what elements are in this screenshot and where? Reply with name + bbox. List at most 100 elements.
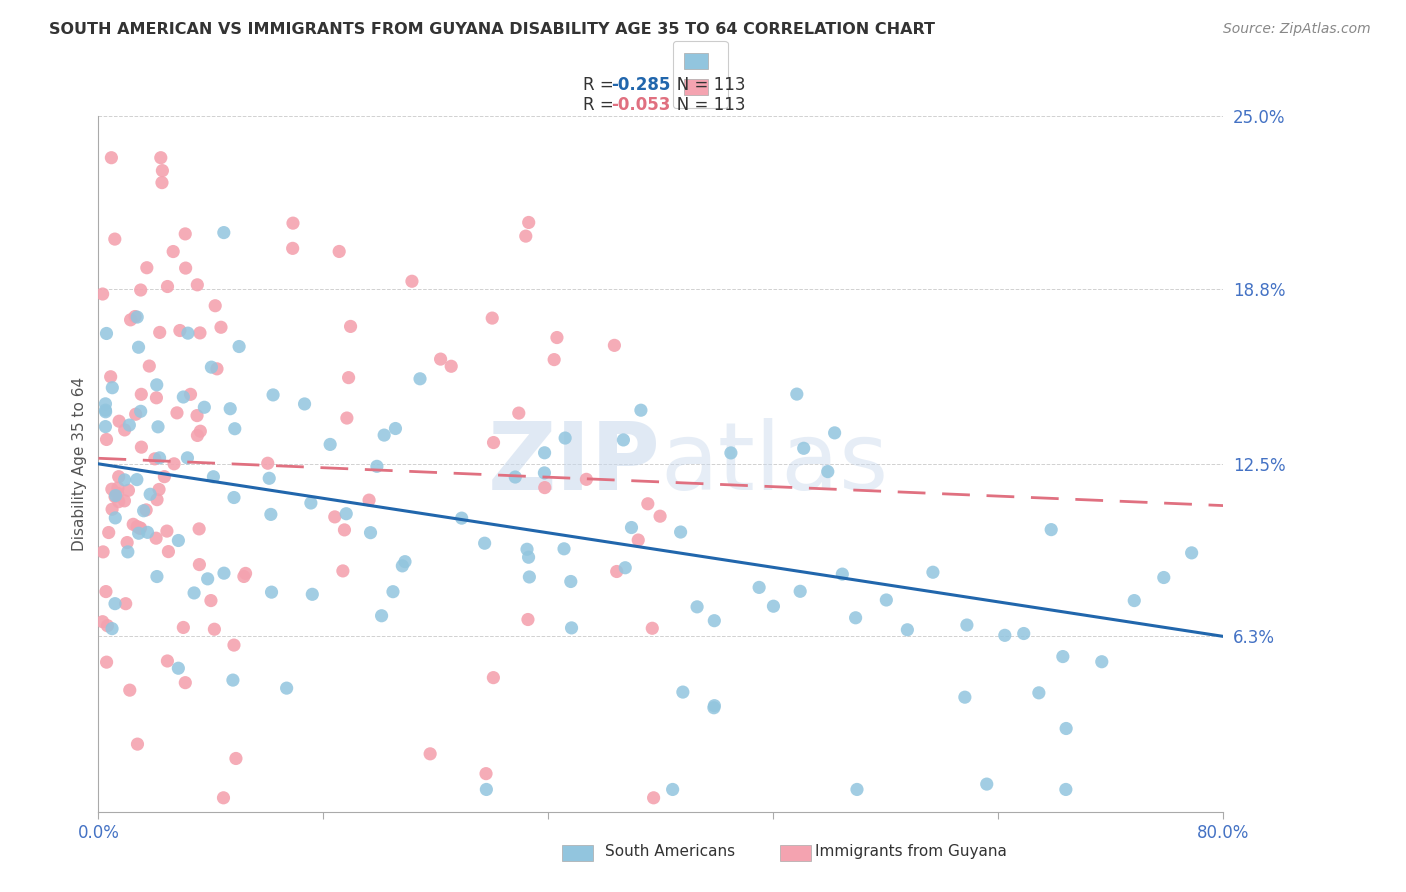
Point (91, 545, 114, 559)
Point (281, 216, 304, 230)
Point (186, 277, 208, 292)
Point (831, 567, 853, 582)
Point (117, 483, 139, 498)
Text: N = 113: N = 113 (661, 76, 745, 94)
Point (94, 405, 117, 419)
Point (976, 777, 998, 791)
Point (533, 466, 555, 480)
Point (222, 491, 245, 505)
Point (335, 507, 357, 521)
Point (824, 425, 846, 440)
Point (200, 593, 222, 607)
Point (162, 244, 184, 259)
Point (336, 411, 359, 425)
Point (661, 782, 683, 797)
Point (114, 493, 136, 508)
Point (128, 521, 150, 535)
Point (118, 683, 141, 698)
Point (748, 581, 770, 595)
Text: N = 113: N = 113 (661, 96, 745, 114)
Point (202, 469, 225, 483)
Point (96, 326, 118, 341)
Point (319, 437, 342, 451)
Point (145, 377, 167, 392)
Point (172, 390, 194, 404)
Point (517, 613, 540, 627)
Point (262, 388, 284, 402)
Point (419, 747, 441, 761)
Point (789, 584, 811, 599)
Point (107, 486, 129, 500)
Point (533, 481, 555, 495)
Point (553, 541, 575, 556)
Point (91, 287, 114, 301)
Point (641, 621, 664, 635)
Point (301, 587, 323, 601)
Point (1028, 686, 1050, 700)
Point (172, 620, 194, 634)
Point (209, 320, 232, 334)
Point (366, 459, 388, 474)
Point (560, 574, 582, 589)
Point (627, 533, 650, 547)
Point (637, 497, 659, 511)
Point (136, 525, 159, 540)
Point (612, 433, 634, 447)
Point (793, 442, 815, 456)
Point (620, 520, 643, 534)
Point (135, 503, 157, 517)
Point (174, 261, 197, 276)
Point (228, 339, 250, 353)
Point (145, 531, 167, 545)
Point (150, 163, 173, 178)
Point (222, 638, 245, 652)
Point (104, 597, 127, 611)
Point (202, 622, 225, 636)
Point (124, 310, 146, 324)
Y-axis label: Disability Age 35 to 64: Disability Age 35 to 64 (72, 376, 87, 551)
Point (204, 299, 226, 313)
Point (96, 618, 118, 632)
Text: R =: R = (583, 76, 620, 94)
Point (188, 424, 211, 438)
Point (429, 352, 451, 367)
Point (762, 599, 785, 614)
Point (101, 381, 124, 395)
Point (117, 545, 139, 559)
Text: -0.285: -0.285 (612, 76, 671, 94)
Point (561, 621, 583, 635)
Point (391, 558, 413, 573)
Point (643, 790, 665, 805)
Point (817, 465, 839, 479)
Point (669, 524, 692, 539)
Point (135, 260, 157, 275)
Text: atlas: atlas (661, 417, 889, 510)
Point (370, 608, 392, 623)
Point (94, 419, 117, 434)
Point (384, 421, 406, 435)
Point (994, 628, 1017, 642)
Point (672, 685, 695, 699)
Point (96, 655, 118, 669)
Point (146, 569, 169, 583)
Point (145, 391, 167, 405)
Point (91, 615, 114, 629)
Point (450, 511, 472, 525)
Point (533, 446, 555, 460)
Point (188, 522, 211, 536)
Point (703, 698, 725, 713)
Point (323, 509, 346, 524)
Point (127, 519, 149, 533)
Point (474, 536, 496, 550)
Point (482, 435, 505, 450)
Point (720, 446, 742, 460)
Point (146, 420, 169, 434)
Point (167, 661, 190, 675)
Point (333, 523, 356, 537)
Point (648, 509, 671, 524)
Point (517, 215, 540, 229)
Point (896, 623, 918, 637)
Point (515, 229, 537, 244)
Point (150, 176, 173, 190)
Point (219, 401, 242, 416)
